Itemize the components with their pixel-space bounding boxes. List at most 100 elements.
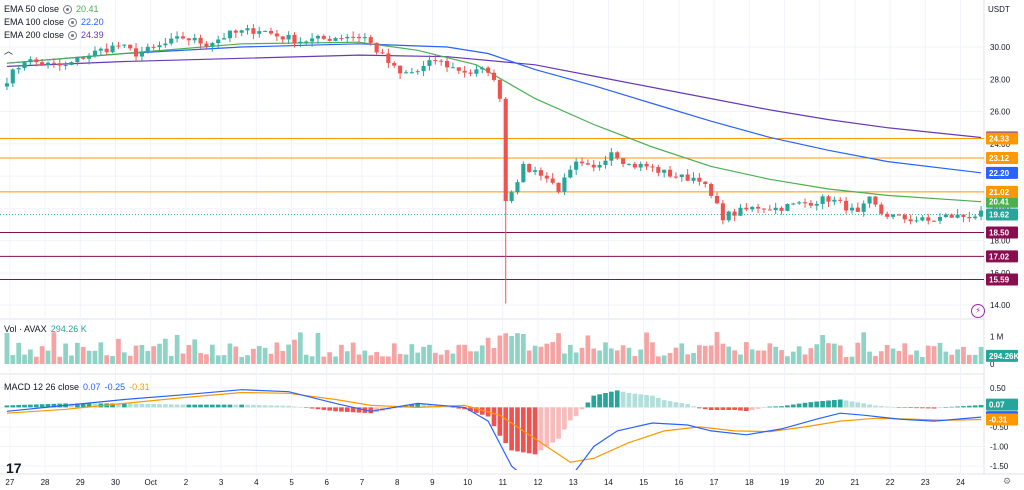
price-tick-label: 30.00	[990, 43, 1011, 52]
time-tick-label: 11	[499, 478, 508, 487]
lightning-icon[interactable]: ⚡	[971, 304, 985, 318]
macd-histogram-bar	[773, 406, 779, 408]
macd-histogram-bar	[75, 403, 80, 408]
candle-body	[87, 55, 92, 59]
candle-body	[797, 202, 802, 204]
legend-ema200-label: EMA 200 close	[4, 30, 65, 40]
gear-icon[interactable]: ⚙	[1003, 476, 1012, 486]
macd-value-tag: 0.07	[986, 398, 1018, 411]
candle-body	[169, 38, 174, 44]
candle-body	[251, 28, 256, 34]
volume-bar	[603, 342, 608, 364]
level-price-tag-bg	[986, 226, 1018, 239]
macd-histogram-bar	[497, 407, 503, 436]
volume-bar	[567, 344, 573, 364]
candle-body	[650, 166, 655, 168]
candle-body	[943, 214, 948, 218]
time-tick-label: 4	[254, 478, 259, 487]
legend-volume[interactable]: Vol · AVAX 294.26 K	[4, 324, 87, 334]
time-tick-label: 28	[41, 478, 50, 487]
time-tick-label: 15	[639, 478, 648, 487]
legend-macd[interactable]: MACD 12 26 close 0.07 -0.25 -0.31	[4, 382, 150, 392]
level-price-tag-label: 21.02	[989, 188, 1010, 197]
candle-body	[574, 161, 579, 170]
time-tick-label: 16	[674, 478, 683, 487]
candle-body	[662, 169, 667, 173]
candle-body	[204, 43, 209, 47]
volume-bar	[127, 355, 133, 364]
volume-bar	[526, 350, 532, 364]
candle-body	[497, 79, 502, 99]
legend-ema200[interactable]: EMA 200 close 24.39	[4, 30, 104, 40]
macd-histogram-bar	[591, 395, 597, 408]
volume-bar	[133, 345, 139, 364]
macd-histogram-bar	[667, 401, 673, 408]
volume-bar	[139, 345, 145, 364]
macd-histogram-bar	[327, 407, 333, 411]
volume-bar	[339, 344, 344, 364]
chevron-up-icon[interactable]: ︿	[4, 46, 14, 56]
time-tick-label: 17	[710, 478, 719, 487]
volume-bar	[221, 355, 227, 364]
macd-histogram-bar	[80, 403, 86, 408]
candle-body	[738, 207, 743, 216]
volume-bar	[75, 342, 80, 364]
volume-bar	[80, 346, 86, 364]
legend-ema100[interactable]: EMA 100 close 22.20	[4, 17, 104, 27]
volume-bar	[943, 351, 949, 364]
candle-body	[69, 62, 74, 65]
volume-bar	[720, 343, 726, 364]
macd-histogram-bar	[708, 407, 714, 410]
candle-body	[579, 161, 585, 164]
volume-bar	[902, 343, 908, 364]
volume-bar	[462, 344, 468, 364]
volume-bar	[186, 345, 192, 364]
legend-ema50[interactable]: EMA 50 close 20.41	[4, 4, 99, 14]
candle-body	[750, 206, 755, 210]
volume-bar	[843, 357, 849, 364]
volume-bar	[620, 345, 626, 364]
candle-body	[503, 98, 508, 202]
macd-histogram-bar	[474, 407, 479, 413]
candle-body	[832, 199, 837, 202]
candle-body	[233, 30, 238, 33]
macd-histogram-bar	[914, 407, 919, 409]
macd-histogram-bar	[168, 404, 174, 408]
volume-bar	[972, 354, 978, 364]
eye-icon[interactable]	[68, 30, 78, 40]
volume-bar	[344, 351, 350, 364]
candle-body	[890, 214, 896, 217]
macd-histogram-bar	[344, 407, 350, 412]
eye-icon[interactable]	[68, 17, 78, 27]
volume-bar	[39, 346, 45, 364]
macd-histogram-bar	[920, 407, 925, 409]
legend-macd-value-3: -0.31	[129, 382, 150, 392]
macd-histogram-bar	[239, 404, 245, 408]
volume-bar	[538, 346, 544, 364]
candle-body	[128, 44, 133, 49]
macd-histogram-bar	[673, 402, 679, 408]
volume-bar	[333, 356, 338, 364]
macd-histogram-bar	[86, 403, 92, 408]
volume-bar	[691, 352, 696, 364]
candle-body	[57, 63, 62, 66]
volume-bar	[86, 350, 92, 364]
macd-histogram-bar	[127, 403, 133, 408]
volume-bar	[702, 345, 708, 364]
candle-body	[362, 37, 367, 39]
candle-body	[603, 160, 608, 165]
candle-body	[180, 36, 186, 39]
candle-body	[873, 196, 878, 205]
eye-icon[interactable]	[63, 4, 73, 14]
candle-body	[480, 67, 485, 70]
candle-body	[468, 72, 473, 74]
currency-label[interactable]: USDT	[988, 5, 1010, 14]
ema-price-tag: 22.20	[986, 166, 1018, 179]
time-tick-label: 3	[219, 478, 224, 487]
candle-body	[732, 211, 737, 216]
candle-body	[40, 62, 45, 65]
candle-body	[926, 217, 931, 221]
volume-bar	[28, 349, 33, 364]
candle-body	[591, 164, 596, 168]
